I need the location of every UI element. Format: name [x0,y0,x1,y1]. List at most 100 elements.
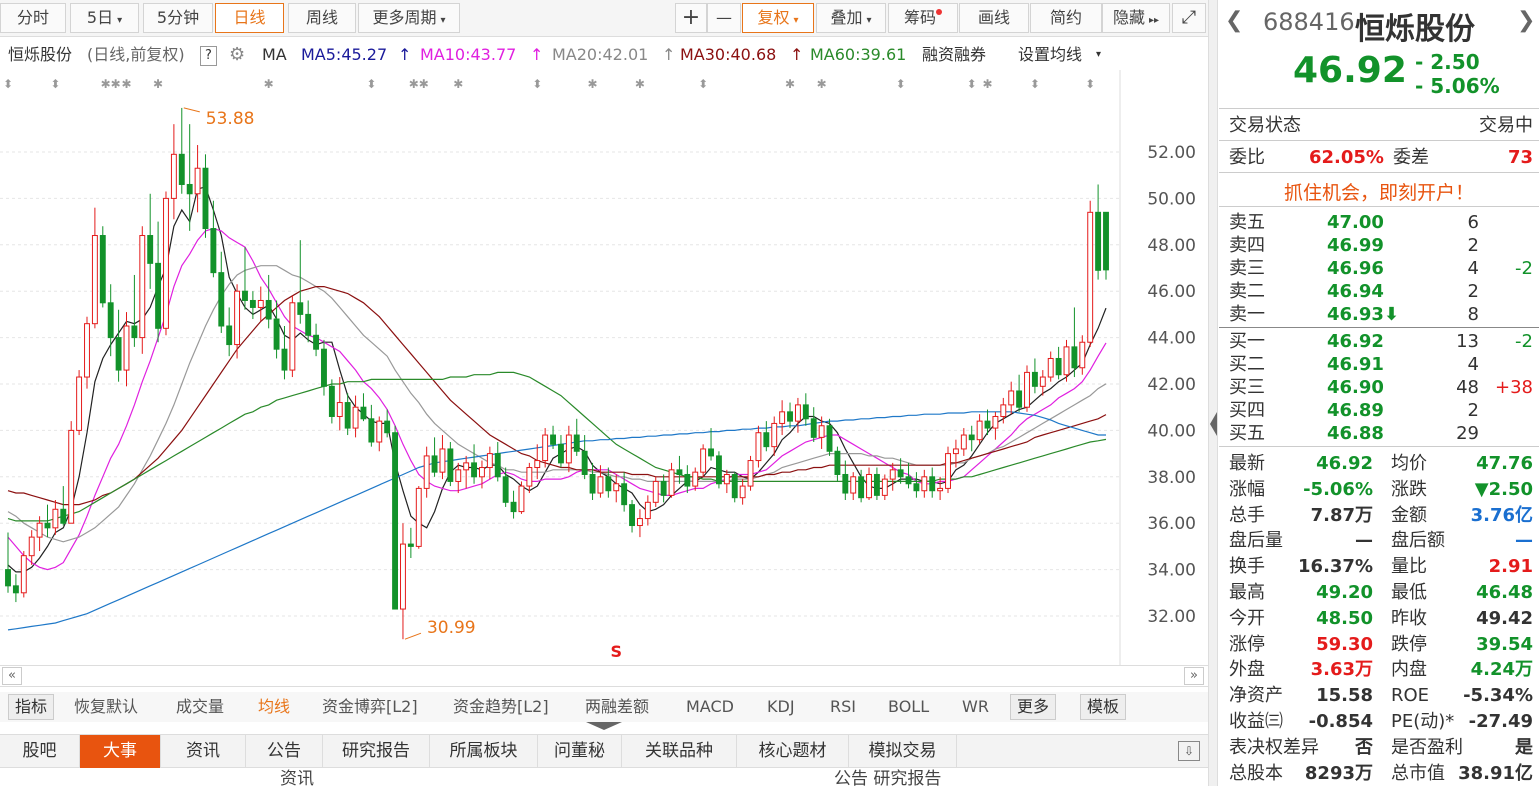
candle-body[interactable] [1039,376,1046,387]
candle-body[interactable] [692,471,699,487]
candle-body[interactable] [873,473,880,496]
bid-row[interactable]: 买四 46.89 2 [1219,399,1539,422]
candle-body[interactable] [257,299,264,308]
candle-body[interactable] [1024,371,1030,408]
bottom-tab-7[interactable]: 关联品种 [622,735,737,768]
sub-tab-announcement[interactable]: 公告 研究报告 [834,769,942,786]
info-marker-icon[interactable]: ✱ [153,77,163,91]
candle-body[interactable] [747,460,754,487]
candle-body[interactable] [170,153,177,199]
candle-body[interactable] [976,420,983,441]
bottom-tab-6[interactable]: 问董秘 [538,735,622,768]
scroll-left-button[interactable]: « [2,667,22,685]
indicator-tab-13[interactable]: 模板 [1080,694,1127,720]
indicator-tab-0[interactable]: 指标 [8,694,55,720]
candle-body[interactable] [202,167,209,230]
margin-trading-link[interactable]: 融资融券 [922,45,987,64]
candle-body[interactable] [321,348,327,387]
ask-row[interactable]: 卖五 47.00 6 [1219,211,1539,234]
candle-body[interactable] [629,504,635,527]
candle-body[interactable] [1079,341,1086,369]
candle-body[interactable] [249,299,256,308]
candle-body[interactable] [1103,211,1109,271]
candle-body[interactable] [163,197,169,329]
info-marker-icon[interactable]: ⬍ [967,77,977,91]
candle-body[interactable] [644,501,651,520]
candle-body[interactable] [68,429,75,524]
info-marker-icon[interactable]: ✱ [785,77,795,91]
candle-body[interactable] [779,411,786,424]
info-marker-icon[interactable]: ✱✱ [101,77,121,91]
candle-body[interactable] [218,272,225,327]
candle-body[interactable] [787,411,793,422]
candle-body[interactable] [905,476,912,485]
candle-body[interactable] [794,404,801,422]
candle-body[interactable] [52,508,59,529]
info-marker-icon[interactable]: ⬍ [1085,77,1095,91]
candle-body[interactable] [447,448,454,482]
candle-body[interactable] [123,325,130,371]
candle-body[interactable] [1055,357,1062,376]
candle-body[interactable] [407,543,414,547]
candle-body[interactable] [565,434,572,464]
candle-body[interactable] [155,262,162,329]
download-icon[interactable]: ⇩ [1178,741,1200,761]
candle-body[interactable] [297,302,304,315]
candle-body[interactable] [866,473,872,499]
candle-body[interactable] [676,469,683,475]
candle-body[interactable] [91,235,98,325]
candle-body[interactable] [392,432,399,610]
info-marker-icon[interactable]: ⬍ [1030,77,1040,91]
indicator-tab-10[interactable]: BOLL [888,697,930,716]
candle-body[interactable] [992,415,999,429]
candle-body[interactable] [502,476,509,503]
candle-body[interactable] [913,483,920,492]
candle-body[interactable] [952,448,959,455]
candle-body[interactable] [660,480,667,496]
tab-5day[interactable]: 5日 ▾ [70,3,139,33]
collapse-arrow-icon[interactable] [1210,412,1217,436]
candle-body[interactable] [99,235,106,304]
indicator-tab-8[interactable]: KDJ [767,697,795,716]
candle-body[interactable] [234,290,241,346]
candle-body[interactable] [479,467,485,478]
bottom-tab-3[interactable]: 公告 [246,735,323,768]
candle-body[interactable] [636,518,643,527]
candle-body[interactable] [273,318,280,350]
candle-body[interactable] [400,543,406,610]
info-marker-icon[interactable]: ✱ [264,77,274,91]
hide-button[interactable]: 隐藏 ▸▸ [1102,3,1170,33]
bottom-tab-9[interactable]: 模拟交易 [849,735,957,768]
candle-body[interactable] [344,402,351,429]
overlay-button[interactable]: 叠加 ▾ [816,3,886,33]
candle-body[interactable] [131,325,138,339]
candle-body[interactable] [526,467,533,487]
candle-body[interactable] [76,376,83,431]
candle-body[interactable] [558,443,564,464]
candle-body[interactable] [550,434,556,445]
candle-body[interactable] [313,334,320,350]
candle-body[interactable] [328,385,335,417]
sub-tab-news[interactable]: 资讯 [280,769,314,786]
candle-body[interactable] [613,483,620,492]
scroll-right-button[interactable]: » [1184,667,1204,685]
info-marker-icon[interactable]: ⬍ [532,77,542,91]
ask-row[interactable]: 卖三 46.96 4 -2 [1219,257,1539,280]
candle-body[interactable] [668,469,675,496]
candle-body[interactable] [968,434,975,441]
zoom-out-button[interactable]: — [707,3,741,33]
tab-daily[interactable]: 日线 [215,3,284,33]
candle-body[interactable] [107,302,114,339]
info-marker-icon[interactable]: ⬍ [50,77,60,91]
bottom-tab-4[interactable]: 研究报告 [323,735,430,768]
info-marker-icon[interactable]: ✱ [817,77,827,91]
event-marker-icon[interactable]: S [610,642,622,661]
draw-line-button[interactable]: 画线 [959,3,1029,33]
candle-body[interactable] [360,406,367,420]
candle-body[interactable] [652,480,659,503]
bid-row[interactable]: 买一 46.92 13 -2 [1219,330,1539,353]
candle-body[interactable] [802,404,809,420]
candle-body[interactable] [573,434,580,452]
fuquan-button[interactable]: 复权 ▾ [742,3,814,33]
candle-body[interactable] [376,420,383,443]
